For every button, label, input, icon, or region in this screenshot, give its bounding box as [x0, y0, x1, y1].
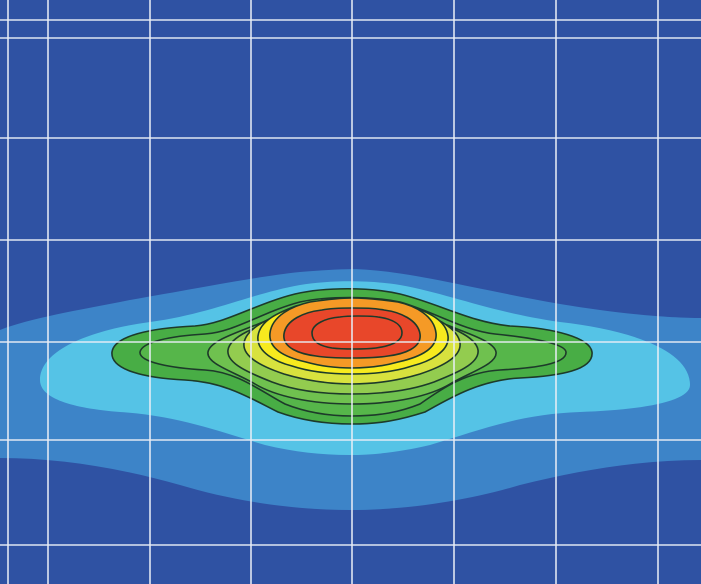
contour-band-level-11	[311, 315, 403, 350]
contour-bands	[0, 269, 701, 510]
